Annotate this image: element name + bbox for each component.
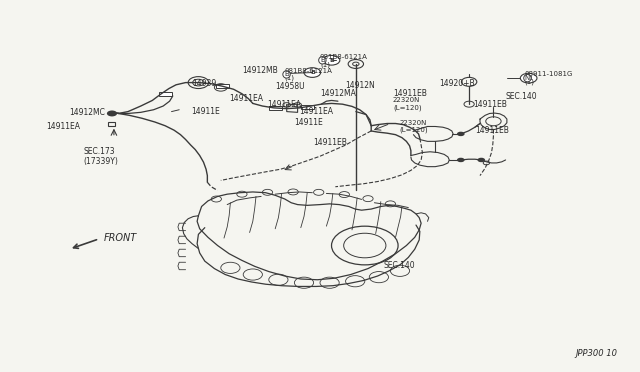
Text: 14912MB: 14912MB [242, 66, 278, 75]
Text: B: B [329, 58, 334, 63]
Text: 08911-1081G
(1): 08911-1081G (1) [525, 71, 573, 85]
Text: 14911EB: 14911EB [314, 138, 348, 147]
Text: N: N [526, 76, 531, 81]
Text: 081B8-6121A
(1): 081B8-6121A (1) [284, 68, 332, 81]
Bar [216, 84, 229, 88]
Bar [108, 122, 115, 126]
Text: 14911EB: 14911EB [475, 126, 509, 135]
Bar [269, 106, 282, 110]
Text: 22320N
(L=120): 22320N (L=120) [399, 120, 428, 133]
Circle shape [457, 132, 465, 136]
Bar [301, 105, 314, 109]
Circle shape [304, 68, 321, 77]
Text: 081B8-6121A
(1): 081B8-6121A (1) [320, 54, 368, 68]
Text: 14911EB: 14911EB [474, 100, 508, 109]
Text: 14911EA: 14911EA [300, 107, 333, 116]
Text: SEC.173
(17339Y): SEC.173 (17339Y) [83, 147, 118, 166]
Text: B: B [310, 70, 315, 75]
Text: 14912MA: 14912MA [320, 89, 356, 98]
Text: 14939: 14939 [192, 79, 216, 88]
Text: 14912MC: 14912MC [69, 108, 105, 117]
Text: 14911EA: 14911EA [268, 100, 301, 109]
Circle shape [520, 73, 537, 83]
Text: B: B [320, 57, 324, 63]
Text: JPP300 10: JPP300 10 [575, 349, 618, 358]
Text: 14958U: 14958U [275, 82, 305, 91]
Circle shape [477, 158, 485, 162]
Text: 14911E: 14911E [294, 118, 323, 126]
Text: 14911EB: 14911EB [393, 89, 427, 98]
Text: B: B [284, 71, 289, 77]
Text: 22320N
(L=120): 22320N (L=120) [393, 97, 422, 111]
Text: SEC.140: SEC.140 [384, 262, 415, 270]
Bar [159, 92, 172, 96]
Text: 14912N: 14912N [346, 81, 375, 90]
Circle shape [457, 158, 465, 162]
Text: 14911E: 14911E [191, 107, 220, 116]
Circle shape [323, 55, 340, 65]
Text: FRONT: FRONT [104, 233, 137, 243]
Text: 14911EA: 14911EA [229, 94, 263, 103]
Text: 14920+B: 14920+B [439, 79, 475, 88]
Text: SEC.140: SEC.140 [506, 92, 537, 101]
Circle shape [107, 110, 117, 116]
Text: 14911EA: 14911EA [46, 122, 80, 131]
Text: N: N [525, 75, 530, 81]
